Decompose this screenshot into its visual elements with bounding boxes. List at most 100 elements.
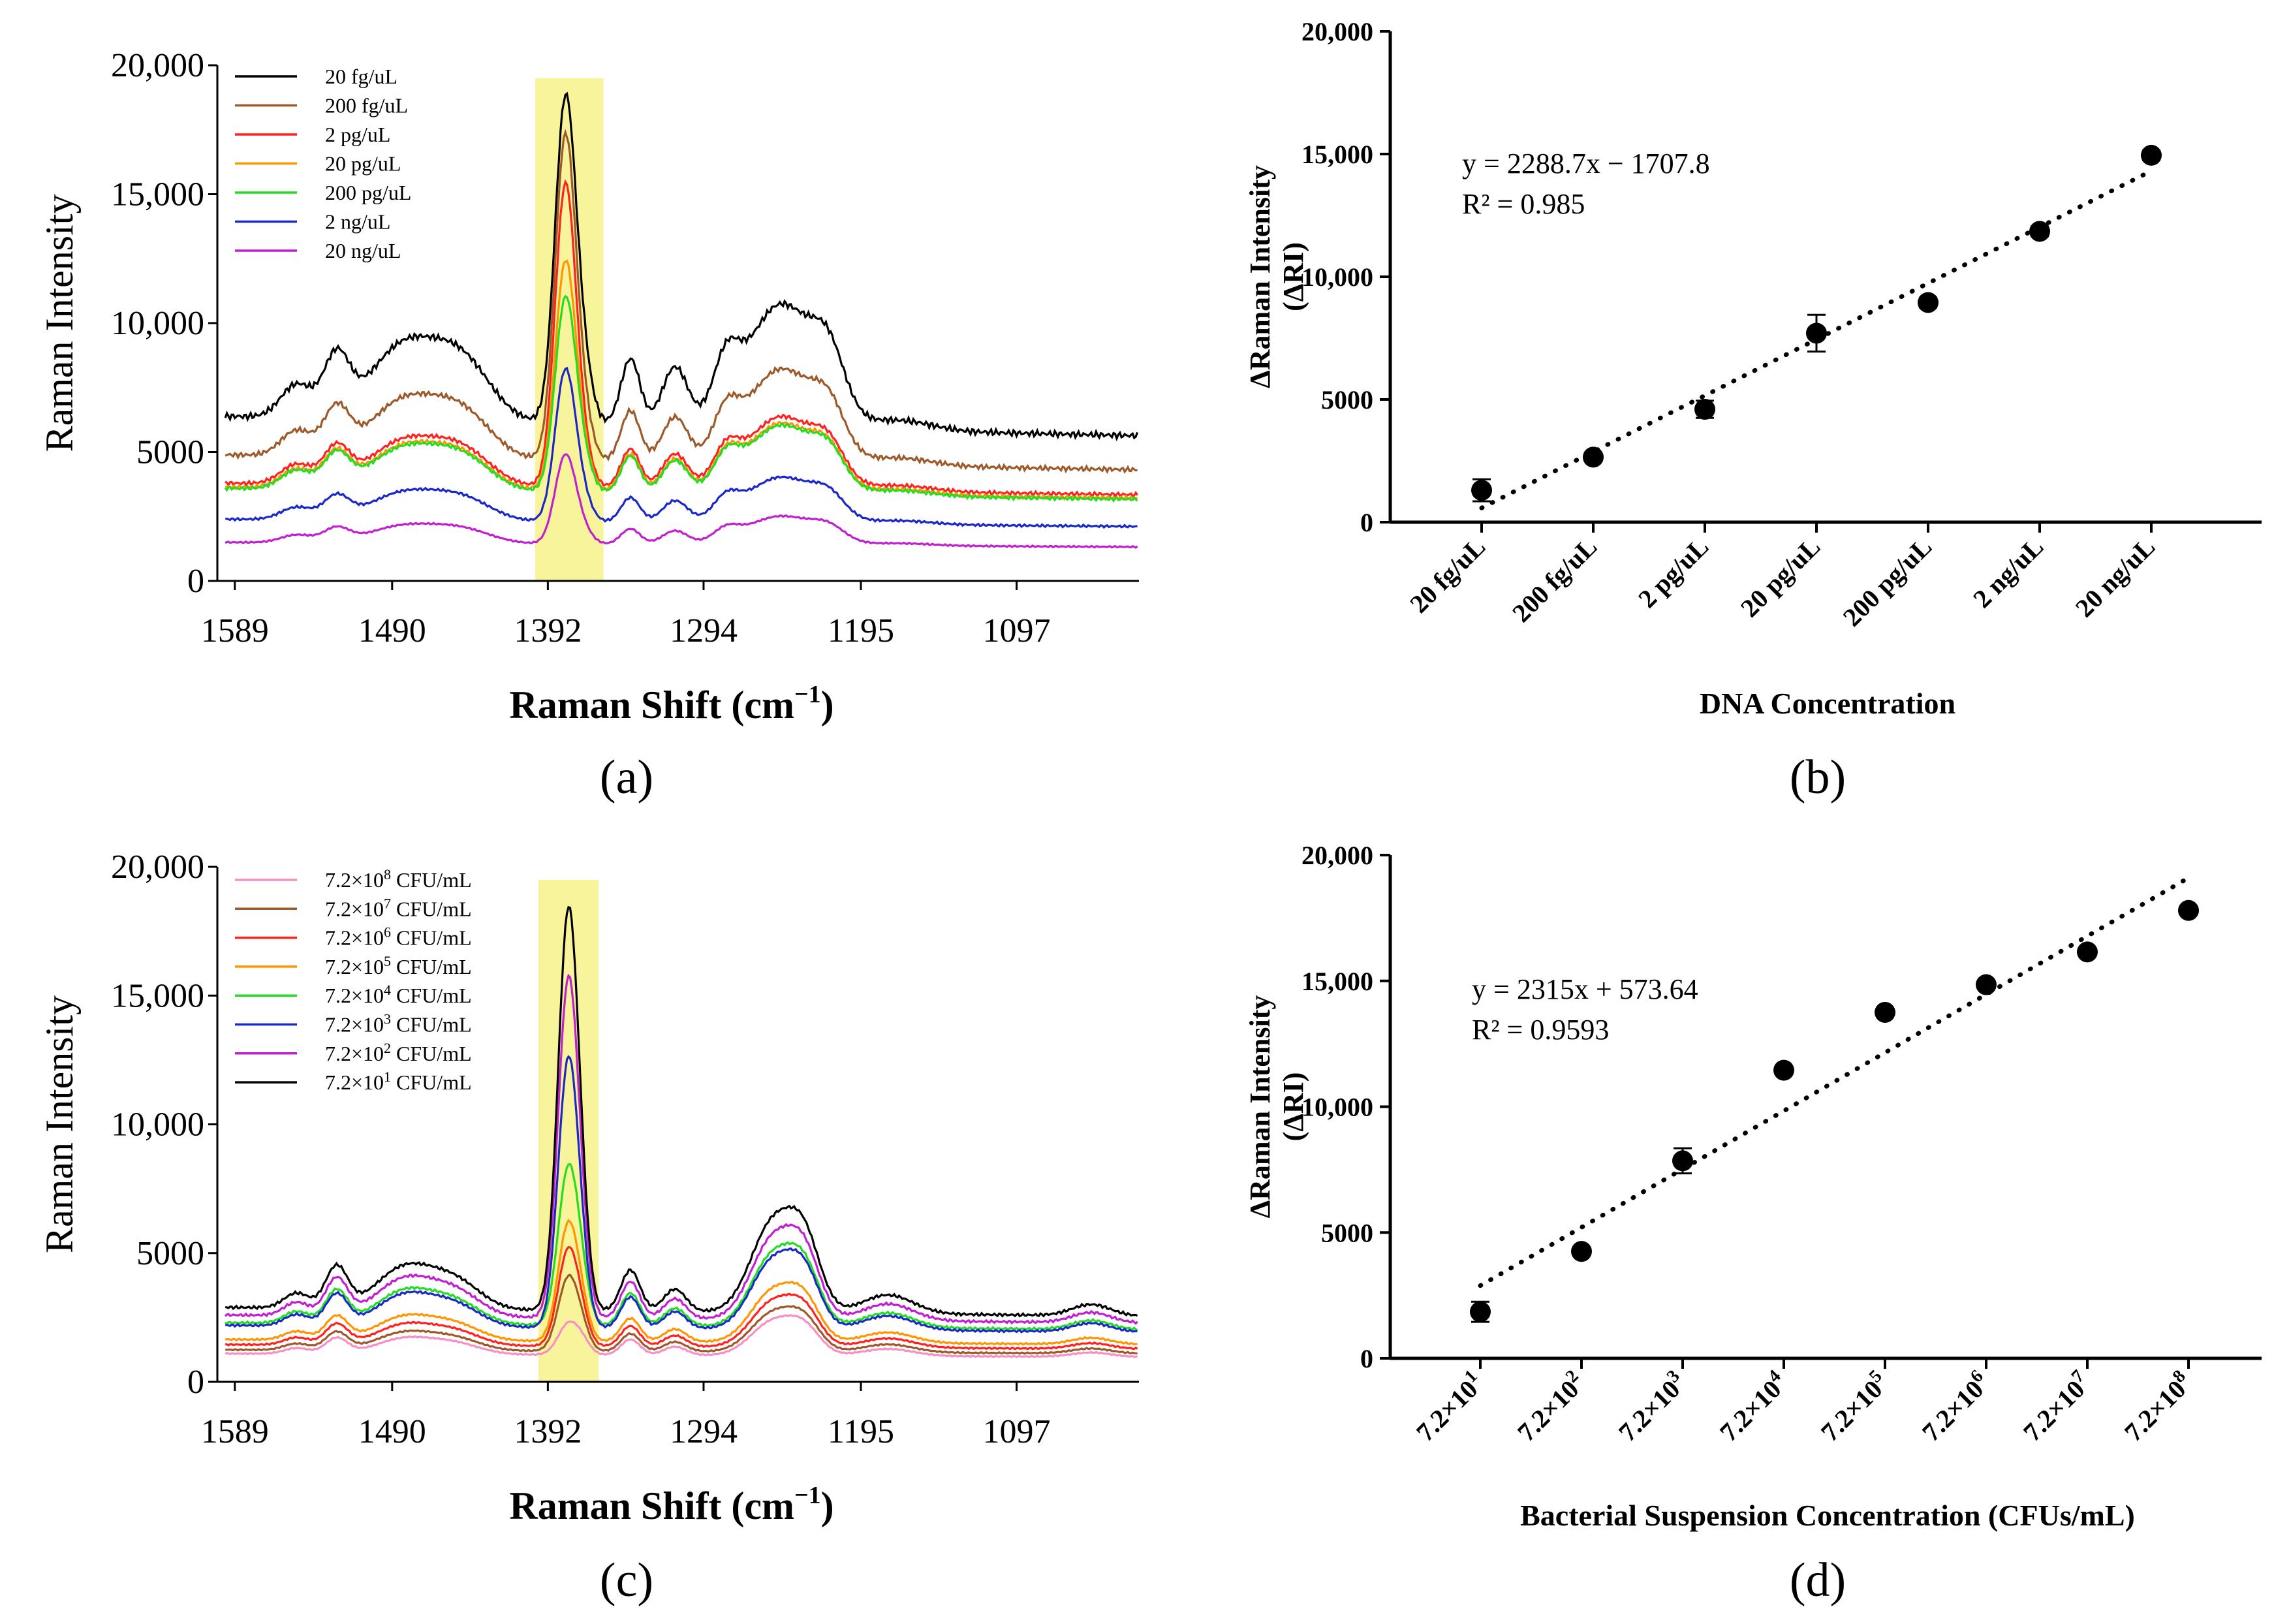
y-axis-label-unit: (ΔRI) (1277, 242, 1309, 311)
legend-entry-6: 7.2×103 CFU/mL (325, 1011, 472, 1037)
panel-label: (a) (600, 751, 653, 804)
panel-a: 0 5000 10,000 15,000 20,000 1589 1490 1392 1294 1… (38, 47, 1139, 804)
x-tick-label: 1294 (670, 612, 738, 649)
y-tick-label: 0 (187, 1364, 204, 1401)
data-point-8 (2178, 899, 2199, 921)
x-tick-label: 1195 (828, 612, 894, 649)
legend-entry-7: 20 ng/uL (325, 239, 401, 262)
legend-entry-1: 7.2×108 CFU/mL (325, 866, 472, 892)
x-tick-base: 7.2×10 (1916, 1374, 1989, 1447)
series-line-1 (225, 1314, 1138, 1358)
x-axis-label: Bacterial Suspension Concentration (CFUs… (1520, 1499, 2135, 1532)
legend-base: 7.2×10 (325, 1042, 384, 1065)
x-tick-label: 1490 (358, 612, 426, 649)
x-tick-label: 1392 (514, 612, 582, 649)
data-point-3 (1694, 399, 1715, 420)
legend-entry-8: 7.2×101 CFU/mL (325, 1069, 472, 1094)
legend-exp: 6 (384, 924, 391, 941)
y-tick-label: 10,000 (111, 1106, 204, 1144)
x-axis-label: Raman Shift (cm−1) (509, 681, 833, 726)
x-axis-label-sup: −1 (794, 681, 821, 708)
legend-entry-4: 20 pg/uL (325, 152, 401, 176)
legend-unit: CFU/mL (391, 984, 472, 1007)
y-tick-label: 10,000 (111, 305, 204, 342)
x-axis-label-main: Raman Shift (cm (509, 1484, 794, 1527)
x-tick-label: 1294 (670, 1413, 738, 1450)
y-tick-label: 15,000 (1301, 140, 1373, 169)
series-line-7 (225, 453, 1138, 549)
legend-entry-7: 7.2×102 CFU/mL (325, 1040, 472, 1065)
x-tick-base: 7.2×10 (1815, 1374, 1888, 1447)
x-tick-label: 20 fg/uL (1404, 532, 1491, 619)
fit-equation: y = 2315x + 573.64 (1472, 973, 1698, 1005)
series-line-3 (225, 179, 1138, 499)
x-tick-label: 20 ng/uL (2070, 532, 2161, 623)
x-axis-label-close: ) (821, 683, 834, 726)
legend-unit: CFU/mL (391, 926, 472, 950)
series-line-3 (225, 1246, 1138, 1351)
data-point-7 (2141, 144, 2162, 166)
data-point-1 (1471, 480, 1492, 501)
x-tick-base: 7.2×10 (1714, 1374, 1787, 1447)
legend-base: 7.2×10 (325, 868, 384, 892)
series-line-2 (225, 1273, 1138, 1355)
legend-base: 7.2×10 (325, 897, 384, 920)
y-tick-label: 20,000 (1301, 841, 1373, 870)
data-point-2 (1583, 446, 1604, 468)
legend-unit: CFU/mL (391, 1013, 472, 1037)
fit-r-squared: R² = 0.9593 (1472, 1014, 1609, 1046)
y-tick-label: 5000 (1321, 385, 1373, 414)
x-tick-base: 7.2×10 (2119, 1374, 2192, 1447)
legend-base: 7.2×10 (325, 955, 384, 978)
legend-exp: 4 (384, 982, 391, 998)
y-tick-label: 0 (1360, 1344, 1373, 1373)
y-tick-label: 5000 (1321, 1218, 1373, 1247)
x-tick-base: 7.2×10 (1512, 1374, 1585, 1447)
x-tick-label: 20 pg/uL (1735, 532, 1826, 623)
data-point-4 (1806, 322, 1827, 344)
x-tick-base: 7.2×10 (2017, 1374, 2091, 1447)
panel-label: (b) (1790, 751, 1846, 804)
series-line-2 (225, 129, 1138, 475)
y-tick-label: 5000 (136, 434, 204, 471)
legend-exp: 8 (384, 866, 391, 882)
data-point-5 (1918, 292, 1939, 313)
x-tick-label: 2 pg/uL (1632, 532, 1714, 614)
data-point-1 (1470, 1301, 1491, 1322)
series-line-5 (224, 294, 1138, 503)
legend-exp: 2 (384, 1040, 391, 1056)
y-axis-label: ΔRaman Intensity (1244, 165, 1276, 388)
x-axis-label: Raman Shift (cm−1) (509, 1482, 833, 1527)
series-line-7 (225, 973, 1138, 1325)
y-axis-label-unit: (ΔRI) (1277, 1072, 1309, 1142)
legend-entry-2: 200 fg/uL (325, 94, 408, 117)
data-point-6 (1976, 974, 1997, 995)
y-axis-label: Raman Intensity (38, 995, 81, 1253)
legend-unit: CFU/mL (391, 1042, 472, 1065)
x-tick-label: 1097 (983, 612, 1051, 649)
y-tick-label: 15,000 (111, 977, 204, 1014)
x-tick-label: 7.2×106 (1914, 1366, 1995, 1447)
data-point-4 (1773, 1059, 1794, 1081)
x-axis-label-close: ) (821, 1484, 834, 1527)
x-tick-label: 7.2×104 (1712, 1366, 1793, 1447)
y-tick-label: 5000 (136, 1235, 204, 1272)
x-tick-label: 1490 (358, 1413, 426, 1450)
data-point-2 (1571, 1241, 1592, 1262)
y-axis-label: ΔRaman Intensity (1244, 995, 1276, 1219)
x-axis-label: DNA Concentration (1700, 687, 1955, 720)
x-tick-label: 200 pg/uL (1837, 532, 1938, 632)
series-line-8 (225, 905, 1138, 1318)
x-tick-label: 7.2×102 (1510, 1366, 1591, 1447)
legend-base: 7.2×10 (325, 1070, 384, 1094)
x-axis-label-sup: −1 (794, 1482, 821, 1509)
fit-equation: y = 2288.7x − 1707.8 (1462, 148, 1710, 180)
legend-exp: 1 (384, 1069, 391, 1085)
legend-unit: CFU/mL (391, 897, 472, 920)
x-tick-label: 1589 (201, 612, 269, 649)
legend-base: 7.2×10 (325, 926, 384, 950)
y-tick-label: 20,000 (111, 47, 204, 84)
data-point-3 (1672, 1150, 1693, 1172)
legend-unit: CFU/mL (391, 955, 472, 978)
